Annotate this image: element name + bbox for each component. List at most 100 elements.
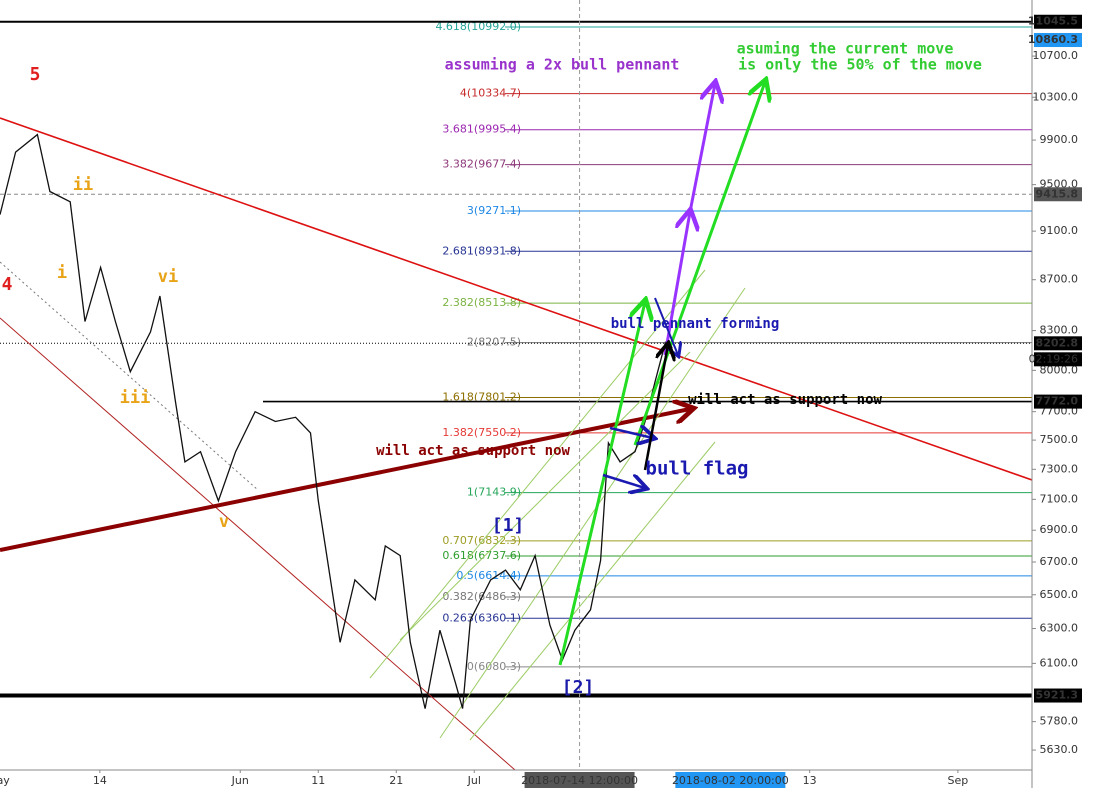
fib-label: 3.382(9677.4) [442,158,521,171]
channel-line [399,351,691,641]
price-badge-label: 9415.8 [1036,187,1078,200]
price-badge-label: 5921.3 [1036,689,1078,702]
y-tick-label: 8000.0 [1040,363,1079,376]
y-tick-label: 6300.0 [1040,622,1079,635]
x-tick-label: May [0,774,10,787]
price-axis-panel [1032,0,1094,788]
y-tick-label: 8700.0 [1040,273,1079,286]
x-tick-label: Jul [467,774,481,787]
arrow [558,302,645,666]
fib-label: 0.618(6737.6) [442,549,521,562]
price-badge [1034,394,1082,409]
price-badge [1034,187,1082,202]
time-badge [675,772,786,788]
annotation: will act as support now [688,392,882,408]
fib-label: 0.707(6832.3) [442,534,521,547]
arrow [643,345,668,471]
arrow [602,473,645,488]
channel-line [369,269,706,679]
fib-label: 1.618(7801.2) [442,391,521,404]
price-badge-label: 8202.8 [1036,336,1078,349]
price-badge [1034,14,1082,29]
fib-label: 1(7143.9) [467,486,521,499]
annotation: bull flag [646,458,749,480]
fib-label: 2(8207.5) [467,336,521,349]
price-badge [1034,336,1082,351]
x-tick-label: 21 [389,774,403,787]
price-badge-label: 7772.0 [1036,395,1079,408]
arrow [688,84,715,213]
annotation: vi [158,267,178,287]
fib-label: 1.382(7550.2) [442,426,521,439]
annotation: [2] [562,677,595,698]
channel-line [469,441,716,741]
annotation: [1] [492,515,525,536]
price-badge-label: 10860.3 [1028,33,1078,46]
fib-label: 0.263(6360.1) [442,611,521,624]
y-tick-label: 8300.0 [1040,324,1079,337]
annotation: is only the 50% of the move [738,56,982,74]
y-tick-label: 10700.0 [1033,49,1079,62]
fib-label: 4.618(10992.0) [435,20,521,33]
time-axis-panel [0,770,1032,788]
y-tick-label: 6900.0 [1040,523,1079,536]
price-badge [1034,688,1082,703]
drawings [0,117,1032,770]
arrows [558,82,765,666]
y-tick-label: 7300.0 [1040,462,1079,475]
y-tick-label: 6100.0 [1040,656,1079,669]
arrow [609,428,653,438]
annotation: i [57,263,67,283]
x-tick-label: 13 [803,774,817,787]
annotation: assuming a 2x bull pennant [445,56,680,74]
price-badge [1034,33,1082,48]
fib-label: 4(10334.7) [460,87,521,100]
levels-layer: 4.618(10992.0) 4(10334.7) 3.681(9995.4) 3.3… [0,0,1032,770]
x-tick-label: 11 [311,774,325,787]
countdown: 02:19:26 [1029,352,1078,365]
axes: 5630.0 5780.0 6100.0 6300.0 6500.0 6700.0 6900… [0,15,1082,788]
arrow [633,82,765,446]
time-badge [524,772,635,788]
annotation: 4 [2,274,13,295]
y-tick-label: 10300.0 [1033,90,1079,103]
annotation: asuming the current move [737,40,954,58]
channel-line [439,287,746,739]
y-tick-label: 5780.0 [1040,715,1079,728]
x-tick-label: 14 [93,774,107,787]
y-tick-label: 6500.0 [1040,588,1079,601]
annotation: iii [120,388,151,408]
annotation: will act as support now [376,443,570,459]
fib-label: 3.681(9995.4) [442,123,521,136]
fib-label: 2.681(8931.8) [442,244,521,257]
annotation: 5 [30,64,41,85]
x-tick-label: Sep [948,774,969,787]
fib-label: 2.382(8513.8) [442,296,521,309]
y-tick-label: 7500.0 [1040,433,1079,446]
fib-label: 3(9271.1) [467,204,521,217]
countdown-badge [1034,352,1082,367]
y-tick-label: 5630.0 [1040,743,1079,756]
y-tick-label: 9100.0 [1040,224,1079,237]
fib-label: 0.5(6614.4) [456,569,521,582]
annotation: ii [73,175,93,195]
annotation: bull pennant forming [611,316,780,332]
y-tick-label: 7100.0 [1040,492,1079,505]
price-badge-label: 11045.5 [1028,15,1078,28]
trend-line [0,261,259,491]
fib-label: 0(6080.3) [467,660,521,673]
y-tick-label: 9900.0 [1040,133,1079,146]
trend-line [0,117,1032,481]
price-layer [0,133,673,709]
annotation: v [219,512,229,532]
x-tick-label: Jun [231,774,249,787]
time-badge-label: 2018-07-14 12:00:00 [521,774,638,787]
time-badge-label: 2018-08-02 20:00:00 [672,774,789,787]
trend-line [0,317,516,770]
y-tick-label: 6700.0 [1040,555,1079,568]
support-line [0,409,690,552]
price-line [0,133,673,709]
